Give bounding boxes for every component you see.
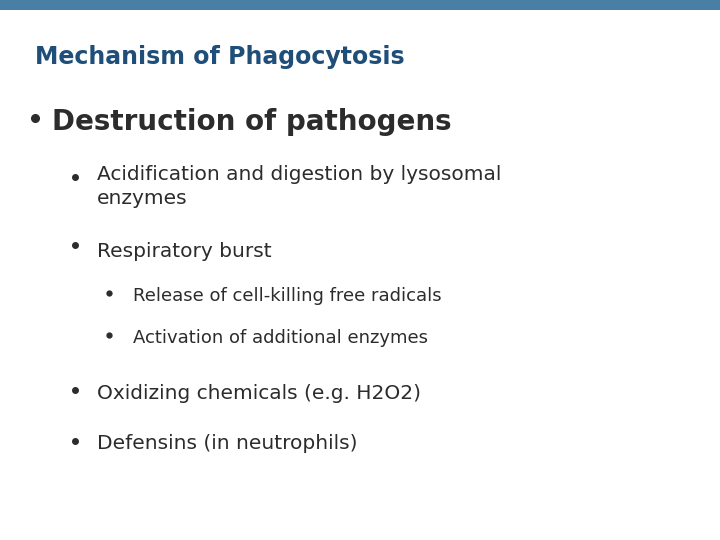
Text: Defensins (in neutrophils): Defensins (in neutrophils) xyxy=(97,434,358,454)
Text: Acidification and digestion by lysosomal
enzymes: Acidification and digestion by lysosomal… xyxy=(97,165,502,208)
Text: Mechanism of Phagocytosis: Mechanism of Phagocytosis xyxy=(35,45,404,69)
Text: Respiratory burst: Respiratory burst xyxy=(97,241,272,261)
Text: Release of cell-killing free radicals: Release of cell-killing free radicals xyxy=(133,287,442,305)
Text: Oxidizing chemicals (e.g. H2O2): Oxidizing chemicals (e.g. H2O2) xyxy=(97,383,421,403)
Bar xyxy=(0,0,720,10)
Text: Activation of additional enzymes: Activation of additional enzymes xyxy=(133,329,428,347)
Text: Destruction of pathogens: Destruction of pathogens xyxy=(52,107,451,136)
